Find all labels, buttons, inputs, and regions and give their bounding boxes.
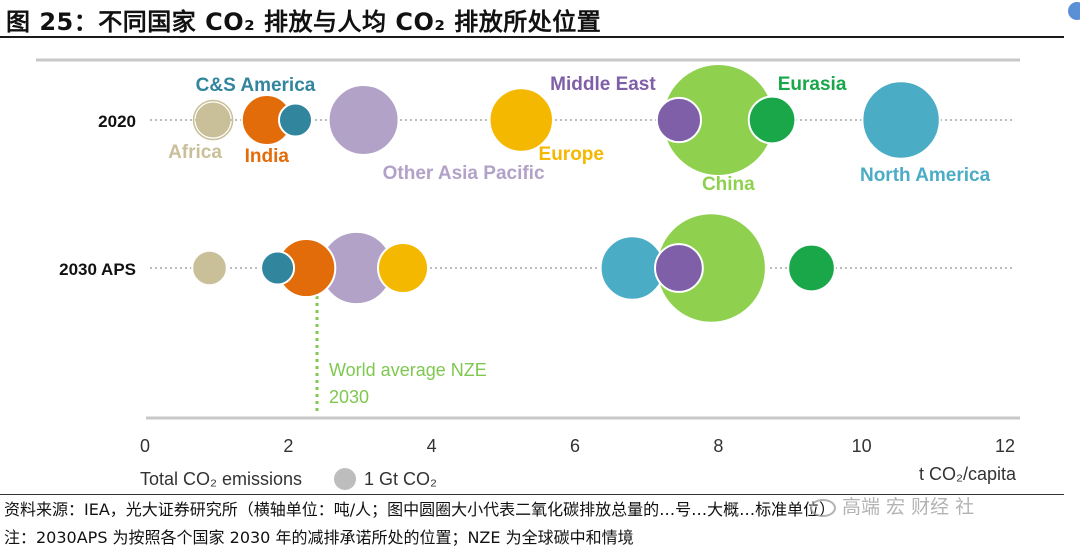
x-tick-label: 12 [995, 436, 1015, 456]
title-divider [0, 36, 1064, 38]
reference-line-group: World average NZE 2030 [315, 268, 487, 412]
reference-line-label: 2030 [329, 387, 369, 407]
row-labels: 2020 2030 APS [59, 112, 136, 279]
label-china: China [702, 174, 755, 195]
x-tick-label: 10 [852, 436, 872, 456]
x-tick-label: 8 [713, 436, 723, 456]
label-cands-america: C&S America [196, 75, 316, 96]
row-label-2030-aps: 2030 APS [59, 260, 136, 279]
bubble-europe-2020 [488, 87, 554, 153]
x-axis: 0 2 4 6 8 10 12 t CO₂/capita [140, 436, 1017, 484]
bubble-africa-2030-aps [191, 249, 228, 287]
co2-bubble-chart: World average NZE 2030 Africa India C&S Ame… [36, 58, 1020, 490]
series-labels: Africa India C&S America Other Asia Pacific… [168, 74, 991, 195]
bubbles [191, 63, 941, 324]
bubble-ring-africa-2020 [192, 99, 234, 141]
legend-title: Total CO₂ emissions [140, 469, 302, 489]
bubble-cands-america-2030-aps [260, 250, 296, 286]
label-middle-east: Middle East [550, 74, 656, 95]
bubble-europe-2030-aps [376, 241, 430, 295]
x-tick-label: 0 [140, 436, 150, 456]
label-other-asia-pacific: Other Asia Pacific [383, 163, 545, 184]
source-divider [0, 494, 1064, 495]
chart-frame [36, 58, 1020, 420]
label-india: India [245, 146, 290, 167]
bubble-africa-2020 [195, 102, 231, 138]
bubble-cands-america-2020 [278, 102, 313, 138]
label-africa: Africa [168, 142, 222, 163]
legend-reference: 1 Gt CO₂ [364, 469, 437, 489]
legend-size-circle [334, 468, 356, 490]
label-north-america: North America [860, 165, 991, 186]
row-label-2020: 2020 [98, 112, 136, 131]
label-eurasia: Eurasia [778, 74, 847, 95]
label-europe: Europe [539, 144, 604, 165]
x-tick-label: 6 [570, 436, 580, 456]
bubble-eurasia-2030-aps [787, 243, 836, 293]
figure-title: 图 25：不同国家 CO₂ 排放与人均 CO₂ 排放所处位置 [6, 8, 602, 36]
watermark: 高端 宏 财经 社 [810, 492, 974, 519]
bubble-middle-east-2020 [655, 96, 703, 144]
bubble-other-asia-pacific-2020 [327, 83, 400, 157]
x-tick-label: 2 [283, 436, 293, 456]
size-legend: Total CO₂ emissions 1 Gt CO₂ [140, 468, 437, 490]
x-tick-label: 4 [427, 436, 437, 456]
x-axis-title: t CO₂/capita [919, 464, 1017, 484]
bubble-eurasia-2020 [747, 95, 797, 145]
wechat-icon [810, 498, 836, 517]
bubble-middle-east-2030-aps [654, 243, 704, 293]
source-note: 资料来源：IEA，光大证券研究所（横轴单位：吨/人；图中圆圈大小代表二氧化碳排放… [4, 500, 836, 519]
watermark-text: 高端 宏 财经 社 [842, 496, 975, 518]
corner-badge-icon [1068, 2, 1080, 20]
bubble-north-america-2020 [861, 80, 941, 160]
row-guides [150, 119, 1012, 269]
reference-line-label: World average NZE [329, 360, 487, 380]
footnote: 注：2030APS 为按照各个国家 2030 年的减排承诺所处的位置；NZE 为… [4, 528, 634, 547]
